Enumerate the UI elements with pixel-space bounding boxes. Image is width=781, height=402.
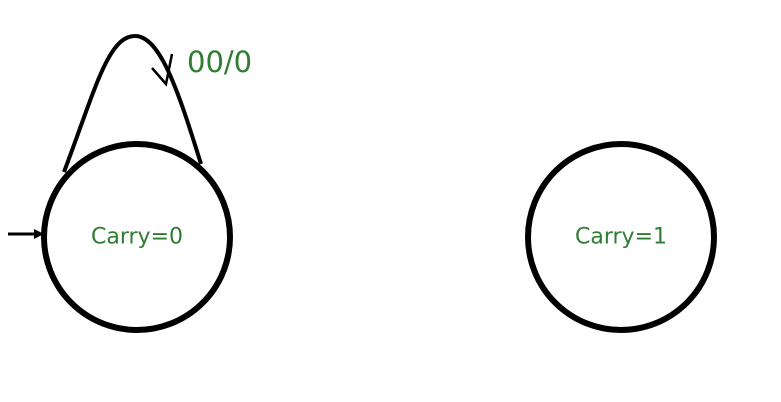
state-circle <box>41 141 233 333</box>
self-loop-transition <box>62 33 203 173</box>
transition-label: 00/0 <box>187 45 252 79</box>
self-loop-arrowhead <box>151 53 174 87</box>
state-label: Carry=1 <box>575 225 667 250</box>
state-carry-0: Carry=0 <box>41 141 233 333</box>
state-circle <box>525 141 717 333</box>
state-carry-1: Carry=1 <box>525 141 717 333</box>
state-label: Carry=0 <box>91 225 183 250</box>
